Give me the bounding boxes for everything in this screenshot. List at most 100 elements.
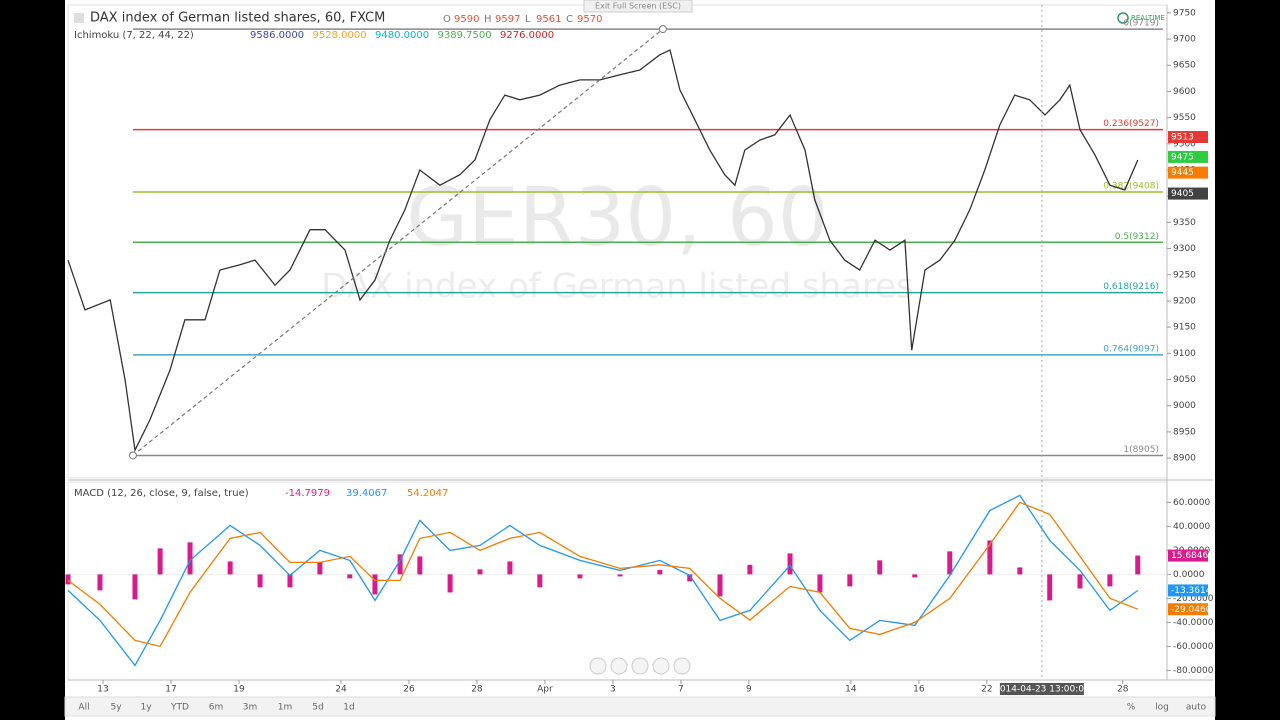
ichimoku-value: 9528.0000 xyxy=(313,30,367,41)
zoom-out-button[interactable] xyxy=(610,657,628,675)
watermark-subtitle: DAX index of German listed shares xyxy=(321,267,914,307)
axis-tag-label: 9445 xyxy=(1171,168,1194,178)
exit-fullscreen-button[interactable] xyxy=(583,0,693,13)
ohlc-value: 9590 xyxy=(454,14,479,25)
axis-tag-label: 9475 xyxy=(1171,152,1194,162)
ichimoku-value: 9276.0000 xyxy=(500,30,554,41)
x-tick-label: 3 xyxy=(610,685,616,695)
axis-tag-label: -13.3614 xyxy=(1171,586,1212,596)
range-button[interactable]: 6m xyxy=(209,703,224,713)
histogram-bar xyxy=(157,548,163,575)
realtime-badge: REALTIME xyxy=(1131,14,1165,22)
reset-button[interactable] xyxy=(631,657,649,675)
exit-fullscreen[interactable]: Exit Full Screen (ESC) xyxy=(595,2,681,11)
ohlc-value: 9597 xyxy=(495,14,520,25)
y-tick-label: -40.0000 xyxy=(1173,618,1214,628)
range-button[interactable]: 1y xyxy=(140,703,152,713)
histogram-bar xyxy=(577,574,583,579)
y-tick-label: 9200 xyxy=(1173,296,1196,306)
zoom-in-button[interactable] xyxy=(652,657,670,675)
histogram-bar xyxy=(347,574,353,579)
fib-label: 0.5(9312) xyxy=(1115,232,1159,242)
range-button[interactable]: 3m xyxy=(243,703,258,713)
histogram-bar xyxy=(1047,574,1053,601)
axis-tag xyxy=(1168,166,1208,179)
histogram-bar xyxy=(877,560,883,575)
histogram-bar xyxy=(717,574,723,597)
axis-tag-label: 9405 xyxy=(1171,189,1194,199)
watermark: GER30, 60 xyxy=(406,171,829,264)
series-line xyxy=(67,494,1139,667)
realtime-icon xyxy=(1117,12,1129,24)
y-tick-label: -80.0000 xyxy=(1173,666,1214,676)
y-tick-label: 9600 xyxy=(1173,87,1196,97)
scale-button[interactable]: % xyxy=(1127,703,1136,713)
x-tick-label: 19 xyxy=(233,685,245,695)
range-button[interactable]: 5d xyxy=(312,703,323,713)
bottom-toolbar xyxy=(64,696,1216,717)
histogram-bar xyxy=(847,574,853,587)
ichimoku-value: 9586.0000 xyxy=(250,30,304,41)
histogram-bar xyxy=(747,564,753,575)
macd-value: 54.2047 xyxy=(407,488,448,499)
range-button[interactable]: All xyxy=(78,703,89,713)
scroll-right-button[interactable] xyxy=(673,657,691,675)
axis-tag xyxy=(1168,584,1208,597)
x-tick-label: 28 xyxy=(1117,685,1129,695)
ohlc-key: O xyxy=(443,14,451,25)
ichimoku-label: Ichimoku (7, 22, 44, 22) xyxy=(74,30,194,41)
trendline-handle[interactable] xyxy=(128,451,137,460)
histogram-bar xyxy=(65,574,71,585)
axis-tag-label: 15.6846 xyxy=(1171,551,1208,561)
histogram-bar xyxy=(657,569,663,575)
ohlc-value: 9561 xyxy=(536,14,561,25)
histogram-bar xyxy=(227,561,233,575)
x-tick-label: 14 xyxy=(845,685,857,695)
x-tick-label: 24 xyxy=(335,685,347,695)
histogram-bar xyxy=(537,574,543,588)
crosshair-label: 2014-04-23 13:00:00 xyxy=(994,685,1090,695)
histogram-bar xyxy=(617,574,623,577)
ohlc-value: 9570 xyxy=(577,14,602,25)
y-tick-label: 9000 xyxy=(1173,401,1196,411)
histogram-bar xyxy=(817,574,823,593)
histogram-bar xyxy=(317,562,323,575)
axis-tag xyxy=(1168,549,1208,562)
y-tick-label: 40.0000 xyxy=(1173,522,1210,532)
y-tick-label: 9550 xyxy=(1173,113,1196,123)
scroll-left-button[interactable] xyxy=(589,657,607,675)
y-tick-label: 9700 xyxy=(1173,35,1196,45)
histogram-bar xyxy=(987,540,993,575)
range-button[interactable]: 1d xyxy=(343,703,354,713)
axis-tag-label: -29.0460 xyxy=(1171,605,1212,615)
histogram-bar xyxy=(787,553,793,575)
histogram-bar xyxy=(397,554,403,575)
ichimoku-value: 9480.0000 xyxy=(375,30,429,41)
scale-button[interactable]: log xyxy=(1155,703,1169,713)
histogram-bar xyxy=(187,542,193,575)
y-tick-label: 9750 xyxy=(1173,8,1196,18)
x-tick-label: 13 xyxy=(97,685,108,695)
range-button[interactable]: 5y xyxy=(110,703,122,713)
macd-value: -14.7979 xyxy=(285,488,330,499)
range-button[interactable]: YTD xyxy=(170,703,189,713)
y-tick-label: 9150 xyxy=(1173,323,1196,333)
ichimoku-value: 9389.7500 xyxy=(438,30,492,41)
crosshair-label-box xyxy=(999,683,1084,695)
y-tick-label: 8900 xyxy=(1173,454,1196,464)
series-line xyxy=(67,49,1139,453)
fib-label: 1(8905) xyxy=(1123,445,1159,455)
trendline-handle[interactable] xyxy=(658,25,667,34)
range-button[interactable]: 1m xyxy=(278,703,293,713)
axis-tag xyxy=(1168,150,1208,163)
histogram-bar xyxy=(1135,555,1141,575)
scale-button[interactable]: auto xyxy=(1186,703,1207,713)
x-tick-label: 26 xyxy=(403,685,415,695)
histogram-bar xyxy=(687,574,693,582)
histogram-bar xyxy=(1107,574,1113,587)
histogram-bar xyxy=(1077,574,1083,589)
x-tick-label: Apr xyxy=(537,685,553,695)
histogram-bar xyxy=(477,569,483,575)
ohlc-key: C xyxy=(566,14,573,25)
